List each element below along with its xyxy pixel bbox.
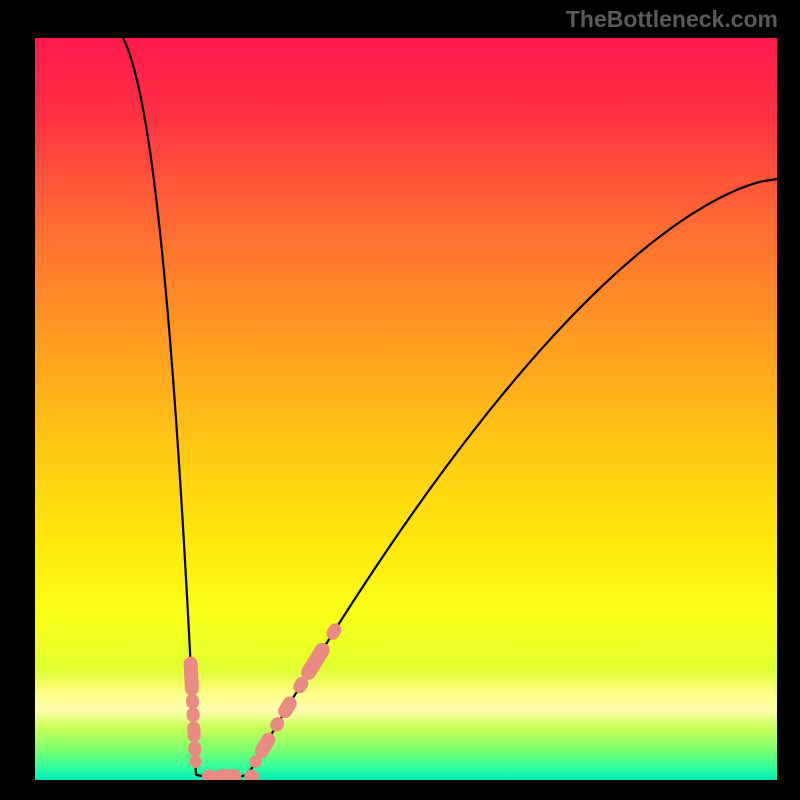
watermark-text: TheBottleneck.com xyxy=(566,6,778,33)
curve-marker xyxy=(188,742,201,757)
chart-svg xyxy=(0,0,800,800)
curve-marker xyxy=(188,721,201,742)
plot-background xyxy=(35,38,777,780)
curve-marker xyxy=(190,755,202,768)
chart-frame: TheBottleneck.com xyxy=(0,0,800,800)
curve-marker xyxy=(187,707,200,722)
curve-marker xyxy=(186,694,199,709)
curve-marker xyxy=(184,657,199,696)
